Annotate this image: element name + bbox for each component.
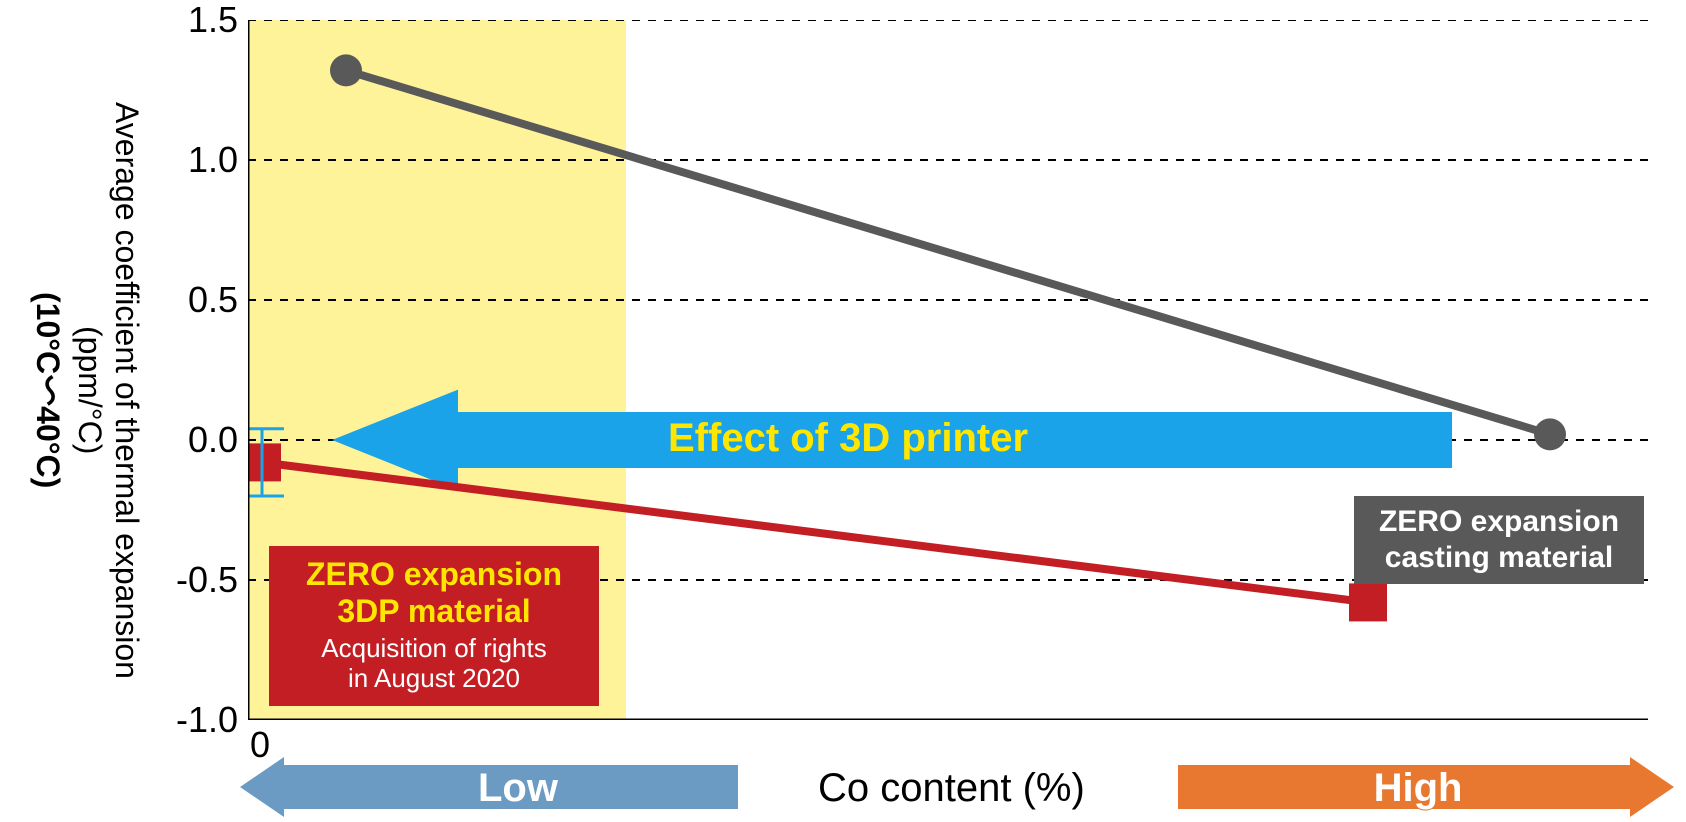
callout-3dp-sub2: in August 2020: [287, 664, 581, 694]
callout-casting-line2: casting material: [1370, 540, 1628, 576]
svg-text:High: High: [1374, 766, 1463, 810]
callout-3dp-material: ZERO expansion 3DP material Acquisition …: [269, 546, 599, 705]
y-tick-label: 0.0: [158, 419, 238, 461]
y-tick-label: 0.5: [158, 279, 238, 321]
y-tick-label: -0.5: [158, 559, 238, 601]
y-axis-label-main: Average coefficient of thermal expansion: [108, 102, 145, 679]
y-axis-label-group: (10°C～40°C) (ppm/°C) Average coefficient…: [30, 50, 140, 730]
callout-casting-material: ZERO expansion casting material: [1354, 496, 1644, 584]
svg-text:Low: Low: [478, 766, 559, 810]
x-axis-label: Co content (%): [818, 766, 1085, 811]
y-tick-label: -1.0: [158, 699, 238, 741]
callout-3dp-line2: 3DP material: [287, 593, 581, 630]
effect-arrow-label: Effect of 3D printer: [668, 416, 1028, 461]
y-axis-label-unit: (ppm/°C): [71, 326, 108, 454]
callout-casting-line1: ZERO expansion: [1370, 504, 1628, 540]
callout-3dp-sub1: Acquisition of rights: [287, 634, 581, 664]
callout-3dp-line1: ZERO expansion: [287, 556, 581, 593]
y-axis-label-range: (10°C～40°C): [25, 292, 71, 488]
y-tick-label: 1.0: [158, 139, 238, 181]
chart-root: (10°C～40°C) (ppm/°C) Average coefficient…: [0, 0, 1686, 822]
y-tick-label: 1.5: [158, 0, 238, 41]
